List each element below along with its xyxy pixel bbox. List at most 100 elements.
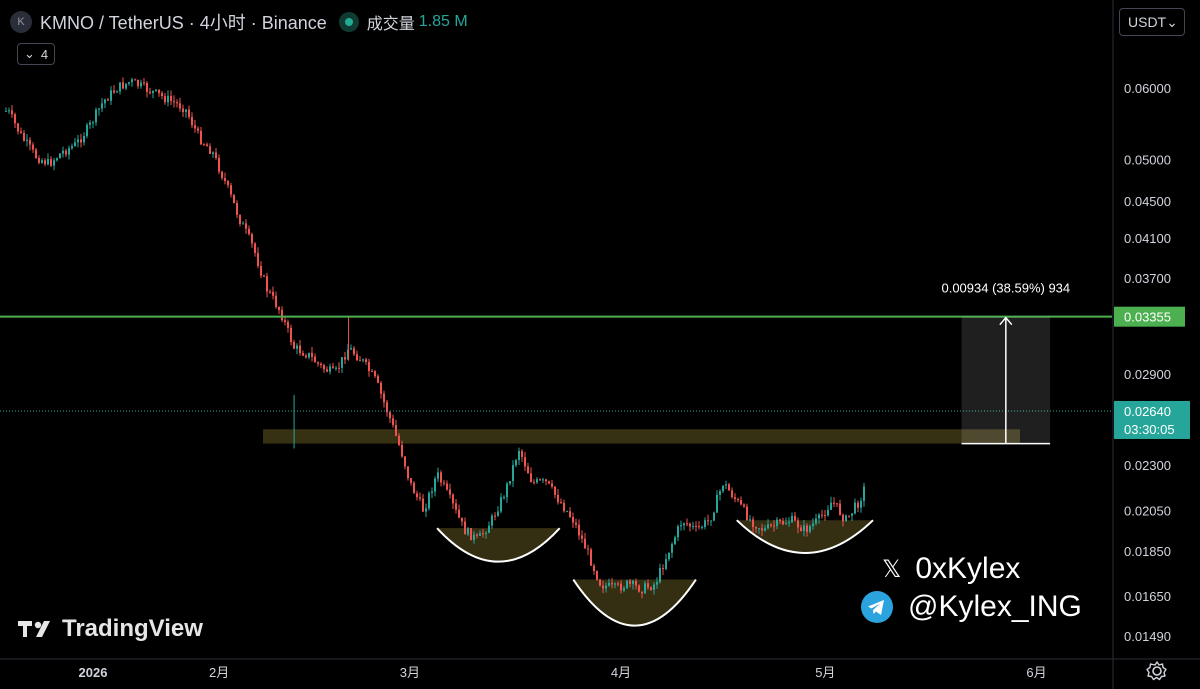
candle-body: [242, 223, 244, 225]
candle-body: [377, 376, 379, 383]
candle-body: [458, 509, 460, 518]
candle-body: [443, 482, 445, 484]
candle-body: [122, 82, 124, 89]
candle-body: [155, 89, 157, 91]
candle-body: [374, 371, 376, 377]
candle-body: [260, 265, 262, 276]
candle-body: [131, 79, 133, 83]
candle-body: [446, 483, 448, 490]
candle-body: [266, 276, 268, 292]
volume-value: 1.85 M: [418, 13, 468, 30]
candle-body: [662, 568, 664, 570]
candle-body: [482, 533, 484, 535]
candle-body: [239, 214, 241, 224]
candle-body: [677, 526, 679, 538]
candle-body: [305, 355, 307, 358]
settings-gear-icon[interactable]: [1146, 660, 1168, 682]
candle-body: [506, 483, 508, 498]
candle-body: [713, 512, 715, 521]
x-logo-icon: 𝕏: [882, 555, 902, 583]
candle-body: [716, 494, 718, 513]
candle-body: [143, 82, 145, 84]
candle-body: [779, 519, 781, 521]
candle-body: [395, 424, 397, 436]
candle-body: [320, 363, 322, 366]
candle-body: [101, 103, 103, 109]
breakout-zone: [263, 429, 1020, 444]
candle-body: [53, 160, 55, 166]
x-tick-label: 5月: [815, 665, 835, 680]
candle-body: [464, 521, 466, 535]
symbol-header[interactable]: K KMNO / TetherUS · 4小时 · Binance 成交量 1.…: [10, 9, 468, 35]
candle-body: [404, 456, 406, 467]
candle-body: [212, 152, 214, 154]
x-tick-label: 6月: [1026, 665, 1046, 680]
candle-body: [413, 482, 415, 494]
candle-body: [248, 228, 250, 235]
candle-body: [557, 494, 559, 503]
candle-body: [146, 82, 148, 92]
candle-body: [407, 466, 409, 479]
candle-body: [329, 366, 331, 372]
candle-body: [56, 158, 58, 161]
candle-body: [860, 500, 862, 508]
candle-body: [149, 91, 151, 93]
candle-body: [35, 149, 37, 158]
x-tick-label: 2026: [79, 665, 108, 680]
candle-body: [233, 194, 235, 204]
candle-body: [65, 150, 67, 155]
candle-body: [23, 132, 25, 141]
candle-body: [524, 457, 526, 467]
candle-body: [17, 123, 19, 132]
candle-body: [782, 520, 784, 525]
candle-body: [125, 83, 127, 89]
candle-body: [803, 525, 805, 532]
candle-body: [749, 519, 751, 521]
candle-body: [620, 583, 622, 591]
candle-body: [83, 136, 85, 143]
candle-body: [743, 504, 745, 507]
candle-body: [659, 568, 661, 583]
y-tick-label: 0.02050: [1124, 503, 1171, 518]
candle-body: [767, 524, 769, 529]
candle-body: [470, 528, 472, 541]
y-tick-label: 0.02900: [1124, 367, 1171, 382]
candle-body: [209, 146, 211, 154]
candle-body: [140, 82, 142, 87]
candle-body: [635, 580, 637, 586]
candle-body: [347, 349, 349, 360]
currency-value: USDT: [1128, 14, 1167, 30]
candle-body: [299, 345, 301, 354]
candle-body: [824, 515, 826, 517]
candle-body: [632, 580, 634, 584]
candle-body: [545, 479, 547, 482]
candle-body: [815, 518, 817, 524]
candle-body: [665, 559, 667, 570]
candle-body: [20, 131, 22, 133]
candle-body: [380, 382, 382, 394]
candle-body: [164, 96, 166, 103]
candle-body: [350, 348, 352, 350]
candle-body: [761, 528, 763, 531]
candle-body: [89, 122, 91, 125]
x-handle: 0xKylex: [915, 552, 1021, 585]
candle-body: [41, 160, 43, 163]
indicator-collapse-button[interactable]: ⌄ 4: [17, 43, 56, 65]
candle-body: [422, 498, 424, 512]
candle-body: [731, 490, 733, 498]
candle-body: [536, 479, 538, 483]
candle-body: [539, 479, 541, 481]
candle-body: [587, 548, 589, 550]
candle-body: [185, 109, 187, 113]
candle-body: [119, 82, 121, 92]
candle-body: [791, 516, 793, 523]
candle-body: [800, 527, 802, 532]
candle-body: [497, 511, 499, 516]
currency-select[interactable]: USDT ⌄: [1119, 8, 1185, 36]
candle-body: [95, 109, 97, 123]
candle-body: [314, 356, 316, 363]
candle-body: [491, 515, 493, 526]
candle-body: [29, 139, 31, 145]
candle-body: [644, 583, 646, 594]
